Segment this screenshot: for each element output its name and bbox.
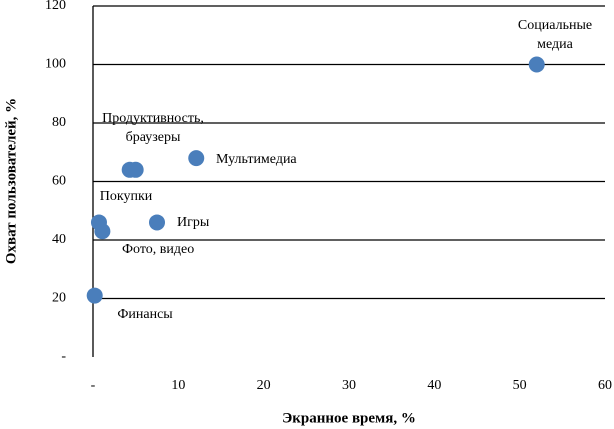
point <box>86 287 103 304</box>
point-label: Покупки <box>100 189 153 204</box>
x-tick-label: 40 <box>427 378 441 393</box>
y-tick-label: - <box>61 349 66 364</box>
point-label: медиа <box>537 37 574 52</box>
point-label: Фото, видео <box>122 242 194 257</box>
point <box>188 150 205 167</box>
point-label: Мультимедиа <box>216 152 297 167</box>
y-axis-title: Охват пользователей, % <box>3 98 19 264</box>
x-tick-label: - <box>91 378 96 393</box>
point-label: Продуктивность, <box>102 111 204 126</box>
x-tick-label: 30 <box>342 378 356 393</box>
y-tick-label: 80 <box>52 115 66 130</box>
y-tick-label: 120 <box>45 0 66 13</box>
y-tick-label: 40 <box>52 232 66 247</box>
y-tick-label: 20 <box>52 291 66 306</box>
point <box>94 223 111 240</box>
point-label: Финансы <box>117 307 173 322</box>
point <box>528 56 545 73</box>
y-tick-label: 100 <box>45 57 66 72</box>
point <box>149 214 165 231</box>
point-label: Социальные <box>518 18 592 33</box>
y-tick-label: 60 <box>52 174 66 189</box>
x-tick-label: 20 <box>257 378 271 393</box>
point-label: Игры <box>177 215 210 230</box>
x-tick-label: 50 <box>513 378 527 393</box>
x-tick-label: 60 <box>598 378 612 393</box>
point <box>127 161 144 178</box>
point-label: браузеры <box>126 130 181 145</box>
x-axis-title: Экранное время, % <box>282 410 416 426</box>
x-tick-label: 10 <box>171 378 185 393</box>
